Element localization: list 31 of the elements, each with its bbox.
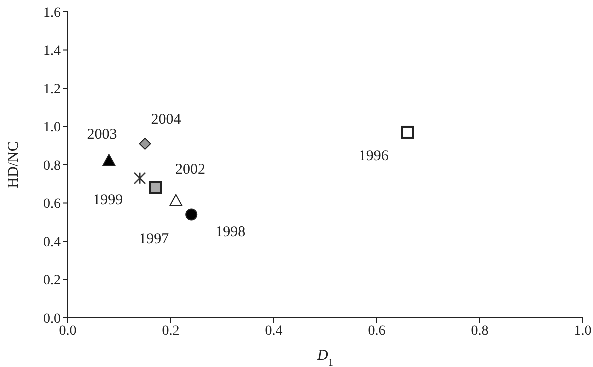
series-label: 1996 [358,148,390,164]
series-label: 2004 [151,112,182,128]
x-tick-label: 0.6 [368,324,386,339]
point [170,194,183,206]
x-tick-label: 0.0 [59,324,77,339]
point [134,172,146,185]
y-axis-title: HD/NC [6,142,22,188]
y-tick-label: 1.0 [44,120,61,136]
series-label: 1997 [139,231,170,248]
x-tick-label: 0.8 [471,324,489,339]
series-label: 2002 [176,162,206,178]
point [102,154,116,166]
y-tick-label: 1.4 [44,44,61,60]
x-axis-title: D$_{1}$ [316,348,334,367]
x-tick-label: 0.4 [265,324,283,339]
y-tick-label: 1.6 [44,6,61,21]
x-tick-label: 1.0 [574,324,592,339]
point [401,126,414,139]
point [139,138,152,150]
y-tick-label: 0.8 [44,158,61,174]
x-tick-label: 0.2 [162,324,180,339]
y-tick-label: 0.6 [44,197,61,212]
y-tick-label: 0.0 [44,312,61,327]
point [149,181,162,194]
y-tick-label: 0.2 [44,274,61,289]
series-label: 2003 [87,127,118,144]
y-tick-label: 1.2 [44,82,61,98]
series-label: 1999 [93,192,124,208]
y-tick-label: 0.4 [44,235,61,250]
series-label: 1998 [216,224,246,241]
point [186,208,198,221]
